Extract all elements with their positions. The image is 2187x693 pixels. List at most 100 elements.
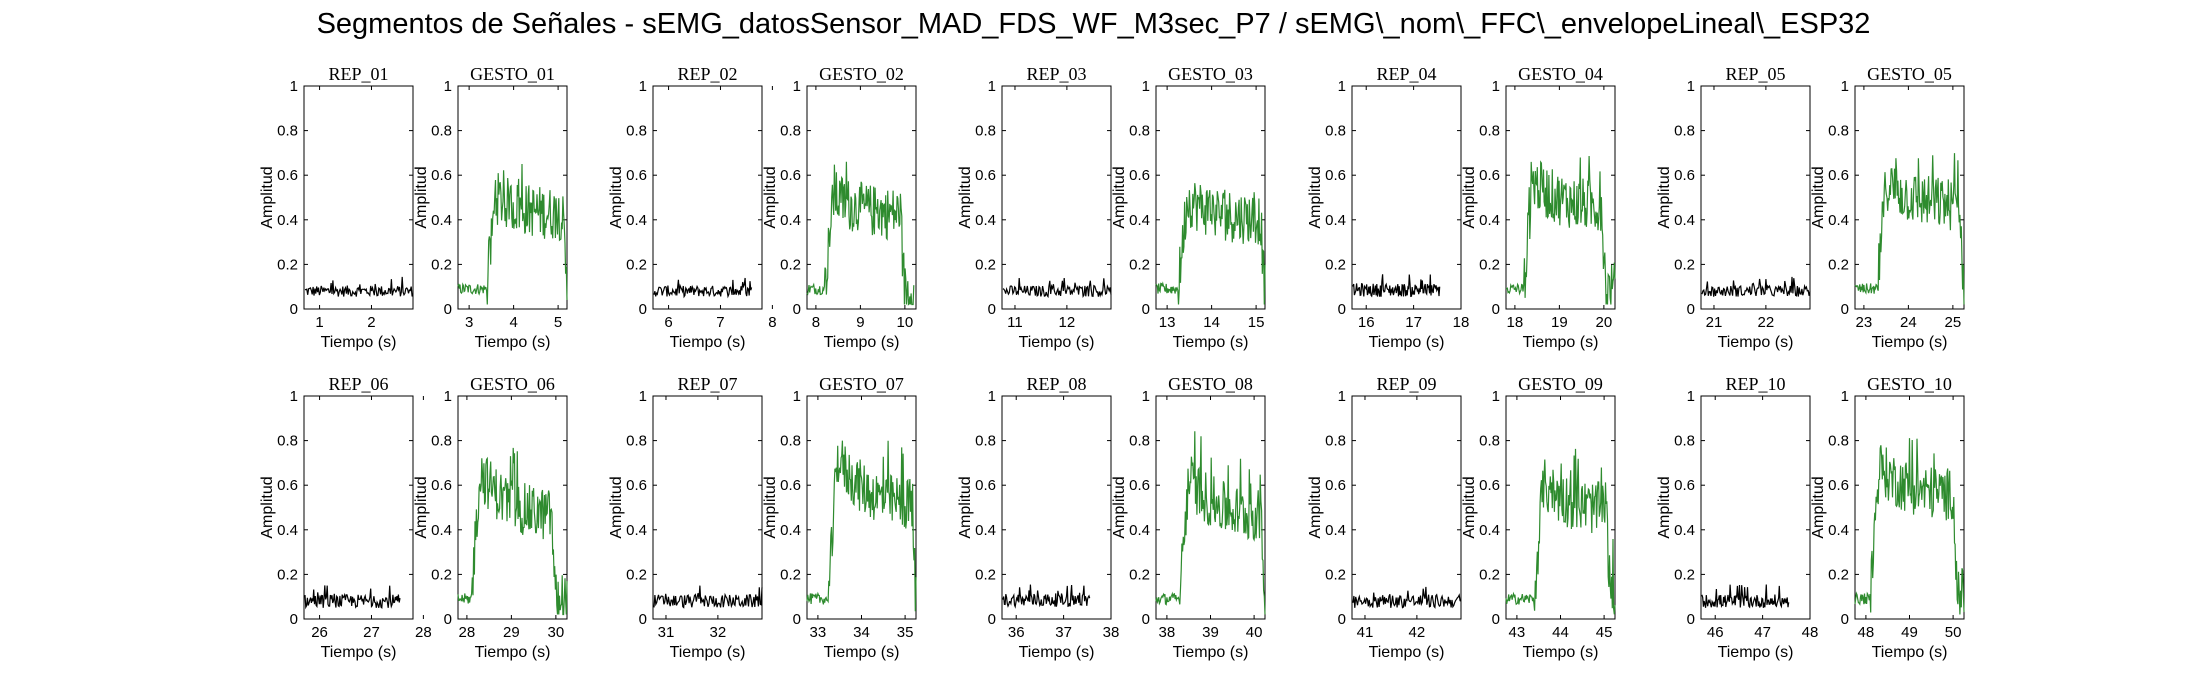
y-tick-label: 0.4: [780, 212, 801, 229]
y-tick-label: 0.4: [1129, 522, 1150, 539]
rep-signal-line: [304, 585, 401, 610]
y-tick-label: 0.8: [431, 123, 452, 140]
y-tick-label: 0.4: [975, 522, 996, 539]
y-tick-label: 0.4: [1674, 522, 1695, 539]
x-tick-label: 23: [1856, 314, 1873, 331]
y-tick-label: 0.6: [626, 167, 647, 184]
axes-box: [652, 85, 763, 310]
y-axis-label: Amplitud: [1656, 166, 1673, 228]
x-tick-label: 38: [1159, 624, 1176, 641]
gesto-signal-line: [1155, 431, 1266, 615]
x-tick-label: 38: [1103, 624, 1120, 641]
y-tick-label: 0.4: [277, 212, 298, 229]
x-tick-label: 19: [1551, 314, 1568, 331]
x-axis-label: Tiempo (s): [1019, 334, 1095, 351]
y-tick-label: 0.2: [1325, 566, 1346, 583]
subplot-rep_05: 0 0.2 0.4 0.6 0.8 1 21 22 REP_05 Tiempo (s) Amplit…: [1656, 64, 1811, 351]
x-tick-label: 31: [658, 624, 675, 641]
y-tick-label: 0.2: [626, 256, 647, 273]
x-tick-label: 12: [1059, 314, 1076, 331]
y-tick-label: 0.6: [1479, 477, 1500, 494]
axes-box: [806, 85, 917, 310]
subplot-gesto_03: 0 0.2 0.4 0.6 0.8 1 13 14 15 GESTO_03 Tiempo (s) Am…: [1111, 64, 1266, 351]
subplot-rep_04: 0 0.2 0.4 0.6 0.8 1 16 17 18 REP_04 Tiempo (s) Ampl…: [1307, 64, 1469, 351]
gesto-signal-line: [1854, 438, 1965, 615]
y-tick-label: 0.8: [1129, 433, 1150, 450]
x-tick-label: 9: [856, 314, 864, 331]
gesto-signal-line: [1505, 448, 1616, 615]
x-axis-label: Tiempo (s): [475, 334, 551, 351]
y-tick-label: 0.4: [277, 522, 298, 539]
y-tick-label: 0.4: [1828, 522, 1849, 539]
x-axis-label: Tiempo (s): [1872, 334, 1948, 351]
y-tick-label: 0.2: [780, 566, 801, 583]
y-tick-label: 0.6: [1828, 167, 1849, 184]
y-tick-label: 0.6: [1325, 477, 1346, 494]
axes-box: [806, 395, 917, 620]
y-tick-label: 0: [988, 301, 996, 318]
y-tick-label: 0.4: [1325, 522, 1346, 539]
y-tick-label: 1: [290, 388, 298, 405]
x-tick-label: 34: [853, 624, 870, 641]
subplot-title: REP_05: [1725, 64, 1785, 84]
y-tick-label: 0.8: [431, 433, 452, 450]
x-tick-label: 13: [1159, 314, 1176, 331]
x-tick-label: 28: [415, 624, 432, 641]
x-tick-label: 18: [1453, 314, 1470, 331]
x-axis-label: Tiempo (s): [1718, 644, 1794, 661]
y-axis-label: Amplitud: [413, 166, 430, 228]
subplot-title: GESTO_10: [1867, 374, 1952, 394]
y-tick-label: 1: [1687, 388, 1695, 405]
y-axis-label: Amplitud: [1656, 476, 1673, 538]
y-tick-label: 0.8: [780, 123, 801, 140]
x-axis-label: Tiempo (s): [1872, 644, 1948, 661]
y-tick-label: 0.4: [626, 522, 647, 539]
subplot-gesto_02: 0 0.2 0.4 0.6 0.8 1 8 9 10 GESTO_02 Tiempo (s) Ampl…: [762, 64, 917, 351]
subplot-gesto_01: 0 0.2 0.4 0.6 0.8 1 3 4 5 GESTO_01 Tiempo (s) Ampli…: [413, 64, 568, 351]
subplot-title: REP_09: [1376, 374, 1436, 394]
y-tick-label: 0.4: [780, 522, 801, 539]
subplot-gesto_05: 0 0.2 0.4 0.6 0.8 1 23 24 25 GESTO_05 Tiempo (s) Am…: [1810, 64, 1965, 351]
y-tick-label: 0.2: [975, 566, 996, 583]
x-axis-label: Tiempo (s): [1173, 334, 1249, 351]
y-tick-label: 0: [1492, 611, 1500, 628]
gesto-signal-line: [1854, 153, 1965, 305]
y-tick-label: 1: [793, 388, 801, 405]
x-tick-label: 43: [1509, 624, 1526, 641]
subplot-gesto_08: 0 0.2 0.4 0.6 0.8 1 38 39 40 GESTO_08 Tiempo (s) Am…: [1111, 374, 1266, 661]
x-tick-label: 49: [1901, 624, 1918, 641]
subplot-title: REP_07: [677, 374, 737, 394]
y-axis-label: Amplitud: [1461, 476, 1478, 538]
y-tick-label: 1: [1841, 78, 1849, 95]
y-axis-label: Amplitud: [259, 166, 276, 228]
y-tick-label: 0: [988, 611, 996, 628]
y-tick-label: 0.4: [1828, 212, 1849, 229]
y-tick-label: 0.6: [1674, 477, 1695, 494]
y-tick-label: 0.2: [1479, 566, 1500, 583]
y-tick-label: 0.4: [1674, 212, 1695, 229]
x-tick-label: 3: [465, 314, 473, 331]
y-axis-label: Amplitud: [1307, 166, 1324, 228]
y-tick-label: 1: [639, 78, 647, 95]
y-tick-label: 0.4: [1479, 212, 1500, 229]
axes-box: [1001, 395, 1112, 620]
y-tick-label: 0.6: [431, 477, 452, 494]
y-axis-label: Amplitud: [957, 166, 974, 228]
y-tick-label: 0.6: [1828, 477, 1849, 494]
y-tick-label: 0: [1687, 611, 1695, 628]
x-tick-label: 33: [810, 624, 827, 641]
x-tick-label: 39: [1202, 624, 1219, 641]
x-axis-label: Tiempo (s): [1173, 644, 1249, 661]
y-axis-label: Amplitud: [1461, 166, 1478, 228]
y-tick-label: 0.6: [1674, 167, 1695, 184]
subplot-title: REP_10: [1725, 374, 1785, 394]
x-axis-label: Tiempo (s): [670, 334, 746, 351]
axes-box: [457, 395, 568, 620]
subplot-title: GESTO_08: [1168, 374, 1253, 394]
subplot-rep_10: 0 0.2 0.4 0.6 0.8 1 46 47 48 REP_10 Tiempo (s) Ampl…: [1656, 374, 1818, 661]
x-tick-label: 6: [664, 314, 672, 331]
rep-signal-line: [653, 585, 763, 609]
x-tick-label: 17: [1405, 314, 1422, 331]
